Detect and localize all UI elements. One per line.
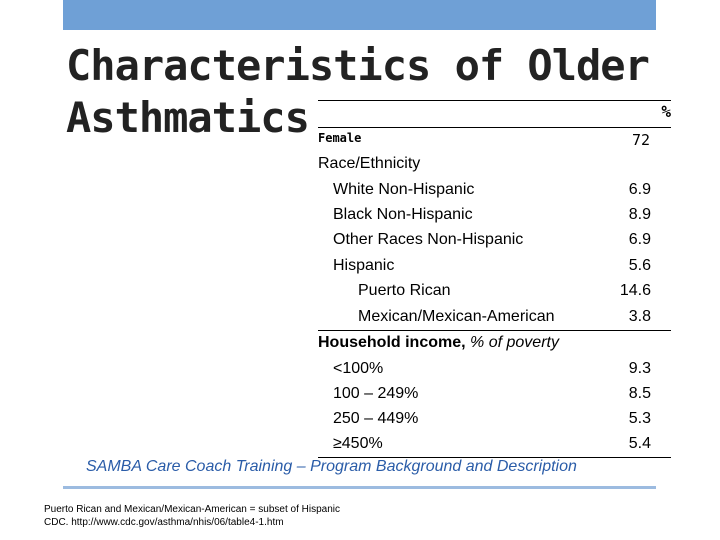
table-section-rule xyxy=(318,330,671,331)
row-label: 250 – 449% xyxy=(333,410,419,427)
source-notes: Puerto Rican and Mexican/Mexican-America… xyxy=(44,503,340,529)
row-value: 6.9 xyxy=(628,181,651,198)
title-line-1: Characteristics of Older xyxy=(66,41,650,90)
table-row: Hispanic 5.6 xyxy=(318,253,671,278)
row-value: 5.6 xyxy=(628,257,651,274)
row-value: 5.4 xyxy=(628,435,651,452)
row-value: 3.8 xyxy=(628,308,651,325)
top-accent-bar xyxy=(63,0,656,30)
row-value: 8.9 xyxy=(628,206,651,223)
row-label: Other Races Non-Hispanic xyxy=(333,231,524,248)
table-row: Black Non-Hispanic 8.9 xyxy=(318,202,671,227)
income-header-row: Household income, % of poverty xyxy=(318,330,671,355)
table-bottom-rule xyxy=(318,457,671,458)
percent-column-header: % xyxy=(661,102,671,121)
table-row: White Non-Hispanic 6.9 xyxy=(318,177,671,202)
row-label: Black Non-Hispanic xyxy=(333,206,473,223)
race-ethnicity-header: Race/Ethnicity xyxy=(318,155,421,172)
row-label: ≥450% xyxy=(333,435,383,452)
income-header-bold: Household income, xyxy=(318,334,466,351)
row-label: <100% xyxy=(333,360,384,377)
row-label: Puerto Rican xyxy=(358,282,451,299)
female-value: 72 xyxy=(631,131,650,149)
row-label: Mexican/Mexican-American xyxy=(358,308,555,325)
title-line-2: Asthmatics xyxy=(66,93,310,142)
row-value: 6.9 xyxy=(628,231,651,248)
table-row: Mexican/Mexican-American 3.8 xyxy=(318,304,671,329)
race-ethnicity-header-row: Race/Ethnicity xyxy=(318,151,671,176)
table-row: 100 – 249% 8.5 xyxy=(318,381,671,406)
table-row: ≥450% 5.4 xyxy=(318,431,671,456)
income-header: Household income, % of poverty xyxy=(318,330,559,355)
income-header-italic: % of poverty xyxy=(470,334,559,351)
row-value: 8.5 xyxy=(628,385,651,402)
table-row: <100% 9.3 xyxy=(318,356,671,381)
footer-rule xyxy=(63,486,656,489)
table-header-rule xyxy=(318,127,671,128)
note-line-2: CDC. http://www.cdc.gov/asthma/nhis/06/t… xyxy=(44,517,284,528)
footer-caption: SAMBA Care Coach Training – Program Back… xyxy=(86,458,577,475)
row-label: White Non-Hispanic xyxy=(333,181,475,198)
table-row: 250 – 449% 5.3 xyxy=(318,406,671,431)
row-label: Hispanic xyxy=(333,257,395,274)
table-top-rule xyxy=(318,100,671,101)
note-line-1: Puerto Rican and Mexican/Mexican-America… xyxy=(44,504,340,515)
row-value: 9.3 xyxy=(628,360,651,377)
row-label: 100 – 249% xyxy=(333,385,419,402)
slide-title: Characteristics of Older Asthmatics xyxy=(66,40,650,144)
row-value: 14.6 xyxy=(619,282,651,299)
table-row: Puerto Rican 14.6 xyxy=(318,278,671,303)
row-value: 5.3 xyxy=(628,410,651,427)
female-label: Female xyxy=(318,131,362,145)
table-row: Other Races Non-Hispanic 6.9 xyxy=(318,227,671,252)
